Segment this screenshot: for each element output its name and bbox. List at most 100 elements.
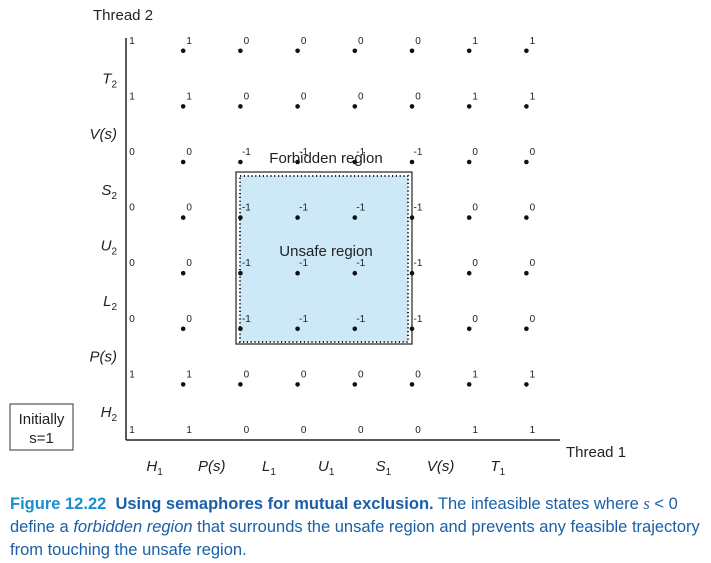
state-point (466, 382, 472, 387)
semaphore-value: -1 (414, 203, 423, 214)
x-label-6-base: T (490, 458, 501, 475)
semaphore-value: -1 (242, 203, 251, 214)
semaphore-value: 1 (530, 91, 536, 102)
y-label-6: T2 (102, 71, 117, 91)
semaphore-value: 0 (186, 314, 192, 325)
semaphore-value: 0 (244, 369, 250, 380)
state-point (238, 382, 243, 387)
y-label-5-base: V(s) (90, 126, 118, 143)
state-point (295, 48, 300, 54)
caption-math-rel: < 0 (649, 495, 678, 513)
semaphore-value: 0 (530, 147, 536, 158)
state-point (352, 104, 358, 109)
semaphore-value: 0 (472, 203, 478, 214)
semaphore-value: 1 (129, 36, 135, 47)
state-point (295, 159, 300, 165)
y-label-4-base: S (101, 182, 111, 199)
state-point (180, 48, 186, 54)
state-grid: 1 1 0 0 0 0 1 1 1 1 0 0 0 0 1 1 0 0 -1 -1 -1 -1 0 0 0 0 -1 -1 -1 -1 0 0… (129, 36, 535, 436)
state-point (409, 159, 415, 165)
y-label-6-subscript: 2 (111, 80, 117, 91)
semaphore-value: 1 (129, 425, 135, 436)
initial-state-box (9, 403, 74, 451)
x-label-4-base: S (376, 458, 386, 475)
x-label-0: H1 (146, 458, 163, 478)
semaphore-value: 1 (472, 36, 478, 47)
semaphore-value: 1 (472, 91, 478, 102)
semaphore-value: 0 (472, 314, 478, 325)
state-point (466, 270, 472, 276)
state-point (295, 326, 300, 332)
semaphore-value: 1 (129, 91, 135, 102)
unsafe-region-label: Unsafe region (279, 243, 372, 260)
state-point (524, 48, 529, 54)
x-label-5: V(s) (427, 458, 455, 475)
state-point (180, 326, 186, 332)
state-point (466, 104, 472, 109)
x-label-6: T1 (490, 458, 505, 478)
semaphore-value: 0 (244, 425, 250, 436)
initial-state-line1: Initially (19, 411, 65, 428)
semaphore-value: 0 (415, 425, 421, 436)
semaphore-value: 0 (358, 369, 364, 380)
semaphore-value: 0 (129, 314, 135, 325)
semaphore-value: 0 (186, 258, 192, 269)
y-label-3-base: U (101, 237, 112, 254)
x-label-4-subscript: 1 (386, 467, 392, 478)
state-point (524, 326, 529, 332)
state-point (352, 215, 358, 220)
semaphore-value: 1 (472, 369, 478, 380)
figure-number: Figure 12.22 (10, 495, 107, 513)
semaphore-value: 1 (530, 369, 536, 380)
x-label-2-base: L (262, 458, 270, 475)
x-label-2-subscript: 1 (270, 467, 276, 478)
state-point (238, 48, 243, 54)
unsafe-region-border (239, 175, 409, 343)
state-point (466, 159, 472, 165)
state-point (180, 159, 186, 165)
x-label-4: S1 (376, 458, 392, 478)
state-point (352, 159, 358, 165)
state-point (466, 48, 472, 54)
forbidden-region-border (235, 171, 413, 345)
semaphore-value: 1 (472, 425, 478, 436)
semaphore-value: 0 (186, 203, 192, 214)
semaphore-value: -1 (356, 147, 365, 158)
state-point (409, 104, 415, 109)
semaphore-value: -1 (414, 258, 423, 269)
forbidden-region-label: Forbidden region (269, 150, 382, 167)
state-point (238, 215, 243, 220)
semaphore-value: 1 (186, 36, 192, 47)
semaphore-value: -1 (242, 314, 251, 325)
y-label-2-subscript: 2 (111, 302, 117, 313)
state-point (352, 48, 358, 54)
state-point (180, 215, 186, 220)
semaphore-value: 1 (530, 36, 536, 47)
figure-title: Using semaphores for mutual exclusion. (115, 495, 434, 513)
y-label-0: H2 (101, 404, 118, 424)
semaphore-value: 0 (415, 369, 421, 380)
semaphore-value: -1 (242, 147, 251, 158)
y-label-5: V(s) (90, 126, 118, 143)
x-label-3-subscript: 1 (329, 467, 335, 478)
state-point (352, 382, 358, 387)
semaphore-value: 0 (301, 91, 307, 102)
semaphore-value: 1 (530, 425, 536, 436)
state-point (466, 326, 472, 332)
semaphore-value: 1 (186, 369, 192, 380)
y-axis-title: Thread 2 (93, 7, 153, 24)
figure-caption: Figure 12.22 Using semaphores for mutual… (10, 492, 706, 562)
semaphore-value: 0 (530, 258, 536, 269)
semaphore-value: -1 (299, 258, 308, 269)
state-point (524, 159, 529, 165)
semaphore-value: -1 (299, 147, 308, 158)
unsafe-region (240, 176, 408, 342)
caption-math-s: s (643, 494, 650, 513)
semaphore-value: -1 (299, 203, 308, 214)
x-axis-title: Thread 1 (566, 444, 626, 461)
y-label-2: L2 (103, 293, 117, 313)
state-point (409, 382, 415, 387)
semaphore-value: 0 (301, 369, 307, 380)
y-label-6-base: T (102, 71, 113, 88)
